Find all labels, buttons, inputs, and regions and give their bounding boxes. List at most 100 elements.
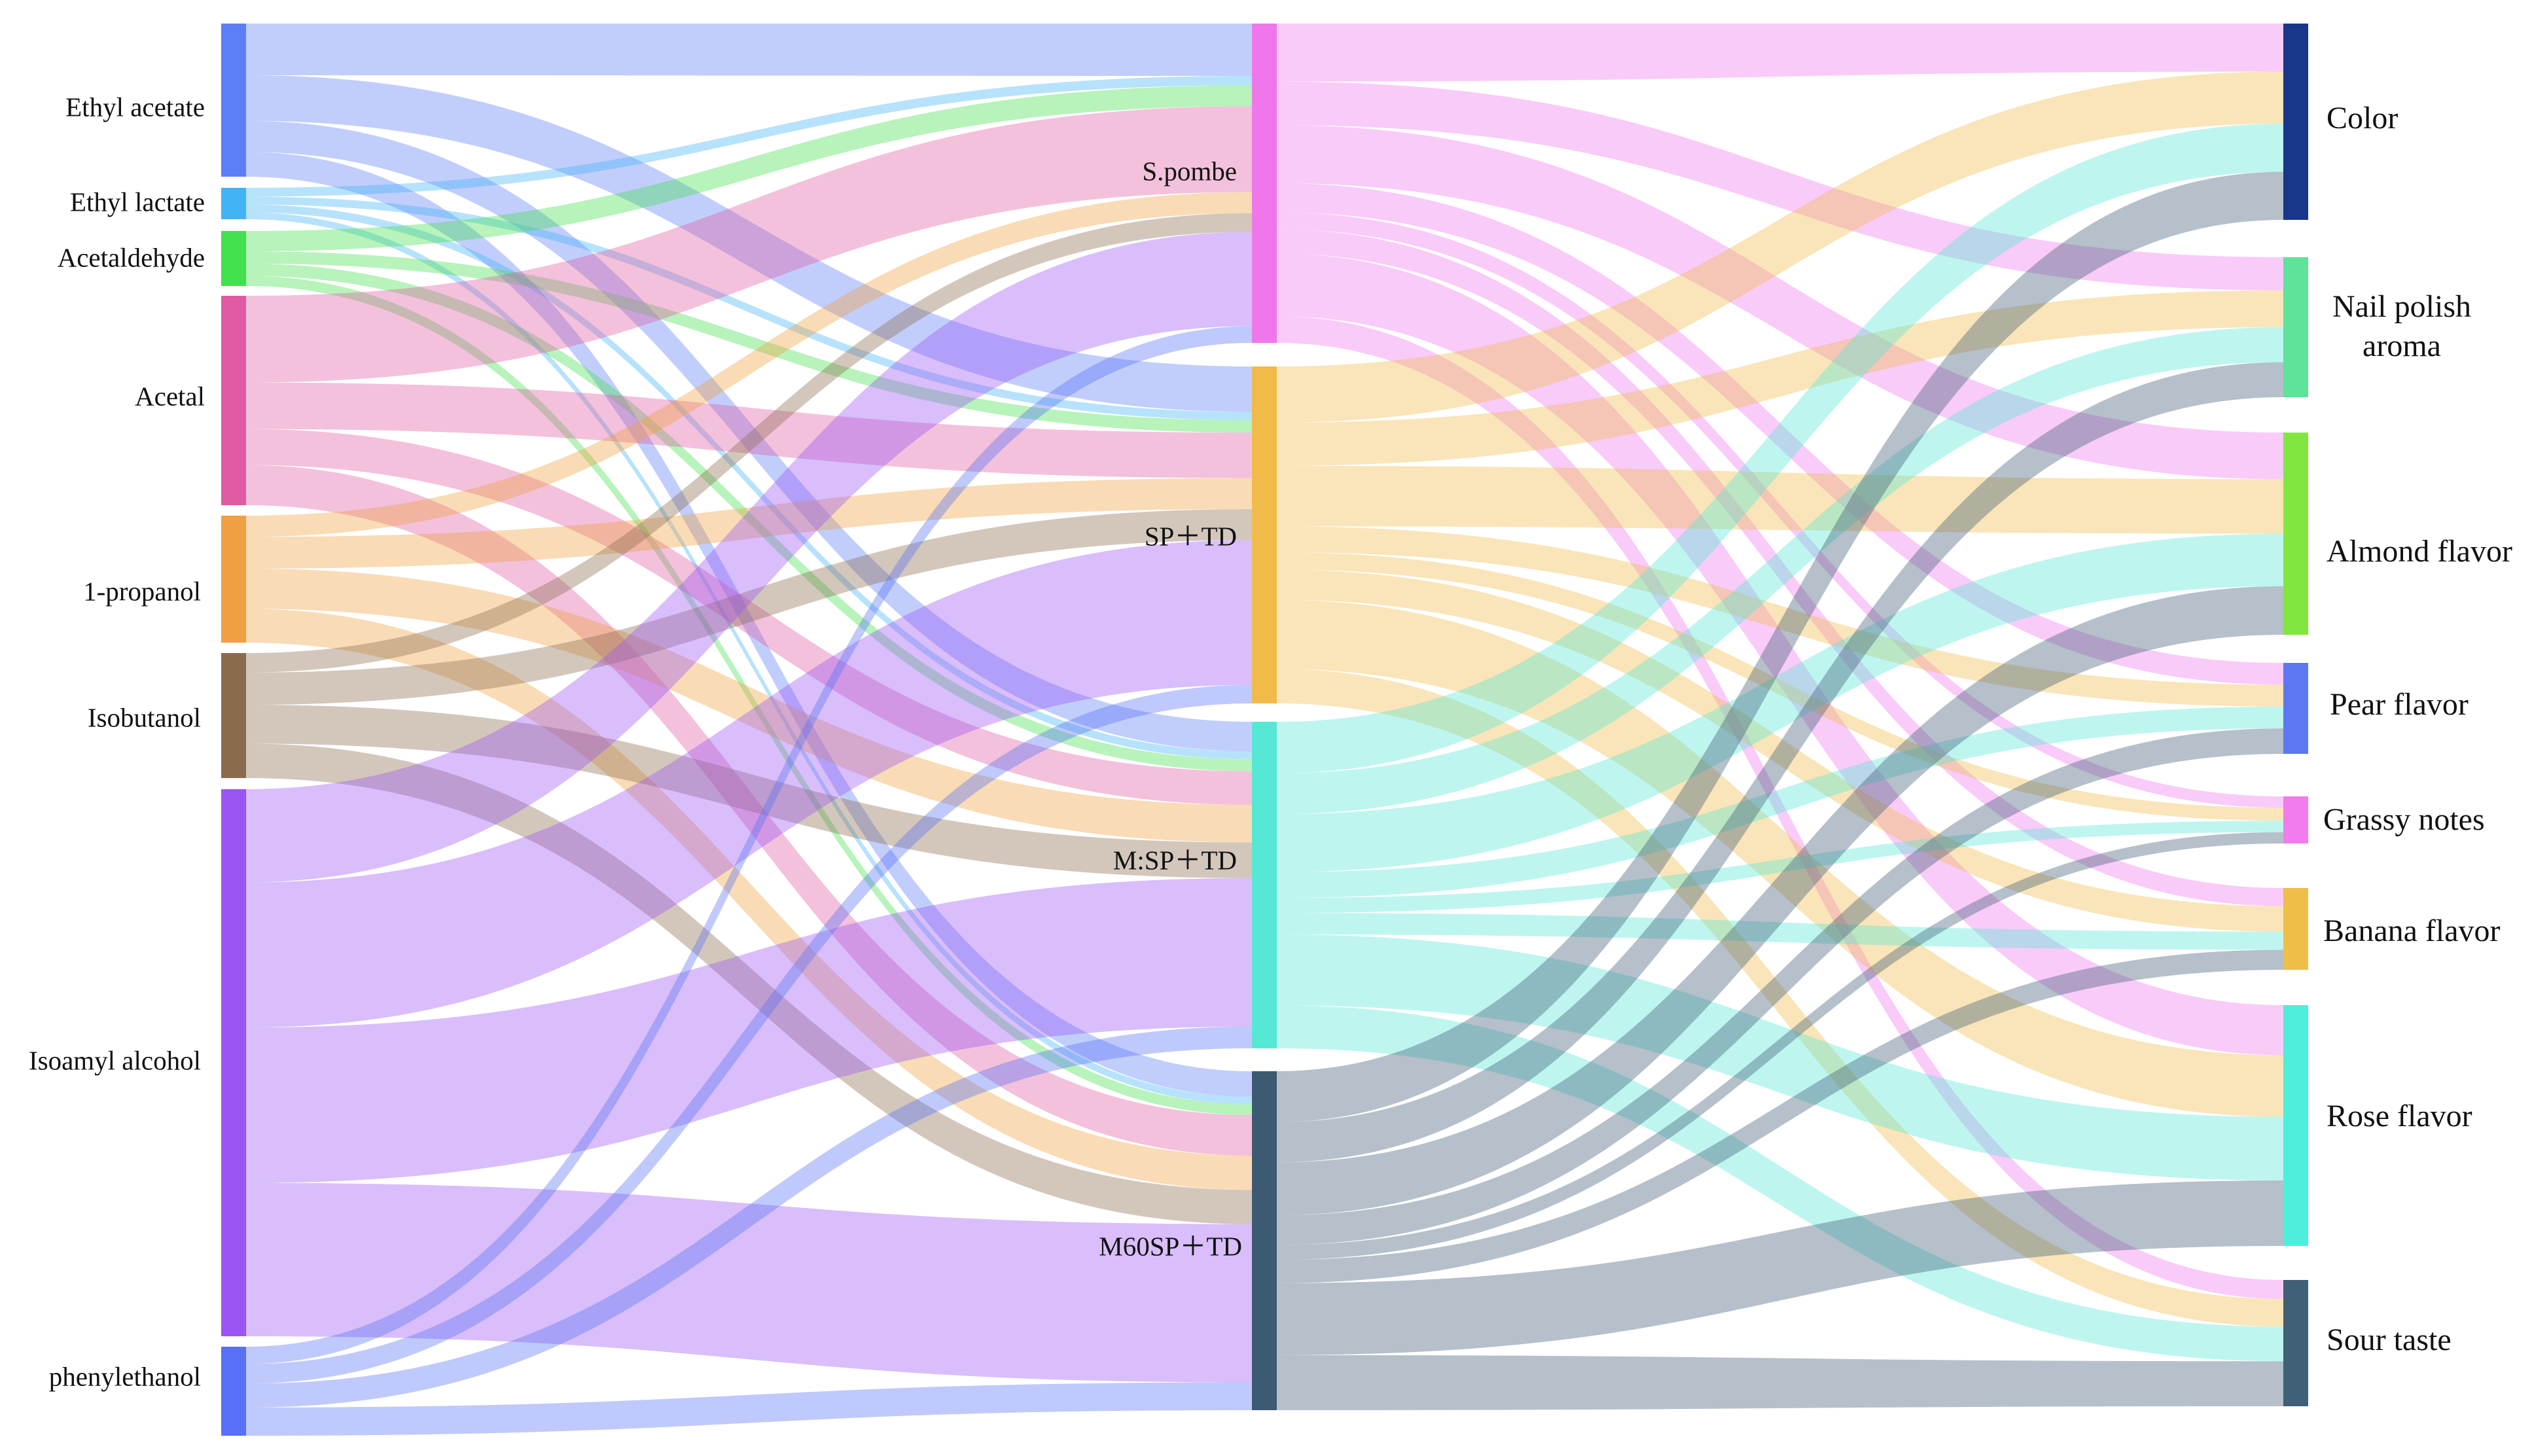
link-spombe-to-nail (1277, 81, 2283, 291)
label-phenylethanol: phenylethanol (48, 1361, 201, 1392)
link-acetal-to-sptd (246, 382, 1252, 478)
link-sptd-to-sour (1277, 669, 2283, 1327)
link-isoamyl-to-spombe (246, 232, 1252, 883)
label-grassy-notes: Grassy notes (2323, 802, 2485, 837)
link-isobutanol-to-msptd (246, 705, 1252, 878)
link-m60sptd-to-grassy (1277, 832, 2283, 1260)
node-phenylethanol (221, 1347, 246, 1436)
label-m60sp-td: M60SP＋TD (1099, 1231, 1242, 1262)
link-m60sptd-to-color (1277, 171, 2283, 1122)
label-banana-flavor: Banana flavor (2323, 914, 2501, 948)
node-msptd (1252, 722, 1277, 1048)
link-spombe-to-rose (1277, 253, 2283, 1056)
link-m60sptd-to-almond (1277, 586, 2283, 1216)
node-acetaldehyde (221, 231, 246, 286)
label-m-sp-td: M:SP＋TD (1113, 845, 1237, 876)
node-m60sptd (1252, 1071, 1277, 1410)
label-ethyl-lactate: Ethyl lactate (69, 186, 205, 217)
node-rose (2283, 1005, 2308, 1246)
link-acetal-to-msptd (246, 429, 1252, 806)
link-ethyl-acetate-to-msptd (246, 120, 1252, 752)
label-acetal: Acetal (135, 381, 205, 412)
label-sour-taste: Sour taste (2327, 1323, 2452, 1357)
link-spombe-to-almond (1277, 125, 2283, 480)
link-acetaldehyde-to-spombe (246, 85, 1252, 252)
link-phenylethanol-to-spombe (246, 326, 1252, 1364)
link-propanol-to-msptd (246, 568, 1252, 843)
node-acetal (221, 296, 246, 505)
link-msptd-to-banana (1277, 913, 2283, 950)
link-isoamyl-to-msptd (246, 878, 1252, 1183)
link-propanol-to-spombe (246, 192, 1252, 537)
label-color: Color (2327, 101, 2398, 135)
link-sptd-to-banana (1277, 569, 2283, 932)
link-propanol-to-sptd (246, 478, 1252, 569)
sankey-links (246, 24, 2283, 1436)
link-propanol-to-m60sptd (246, 609, 1252, 1190)
link-spombe-to-sour (1277, 316, 2283, 1300)
link-ethyl-lactate-to-sptd (246, 196, 1252, 421)
link-msptd-to-rose (1277, 934, 2283, 1181)
node-propanol (221, 516, 246, 643)
label-acetaldehyde: Acetaldehyde (57, 242, 205, 273)
link-ethyl-acetate-to-spombe (246, 24, 1252, 76)
link-acetal-to-m60sptd (246, 465, 1252, 1156)
label-pear-flavor: Pear flavor (2330, 687, 2469, 722)
link-phenylethanol-to-msptd (246, 1026, 1252, 1408)
label-1-propanol: 1-propanol (83, 576, 201, 607)
link-m60sptd-to-nail (1277, 362, 2283, 1163)
node-ethyl-lactate (221, 188, 246, 219)
link-msptd-to-pear (1277, 706, 2283, 898)
link-acetaldehyde-to-sptd (246, 251, 1252, 433)
link-acetaldehyde-to-m60sptd (246, 275, 1252, 1115)
node-pear (2283, 663, 2308, 754)
label-s-pombe: S.pombe (1142, 156, 1237, 186)
node-sour (2283, 1280, 2308, 1406)
link-acetaldehyde-to-msptd (246, 263, 1252, 772)
node-color (2283, 24, 2308, 220)
node-ethyl-acetate (221, 24, 246, 177)
link-phenylethanol-to-sptd (246, 684, 1252, 1384)
link-m60sptd-to-banana (1277, 950, 2283, 1283)
link-msptd-to-nail (1277, 327, 2283, 815)
link-m60sptd-to-sour (1277, 1355, 2283, 1410)
link-msptd-to-color (1277, 124, 2283, 773)
link-isobutanol-to-spombe (246, 213, 1252, 673)
link-phenylethanol-to-m60sptd (246, 1382, 1252, 1436)
link-sptd-to-pear (1277, 526, 2283, 707)
node-spombe (1252, 24, 1277, 343)
link-spombe-to-pear (1277, 183, 2283, 685)
node-sptd (1252, 366, 1277, 703)
link-ethyl-acetate-to-m60sptd (246, 152, 1252, 1097)
link-sptd-to-color (1277, 71, 2283, 423)
link-sptd-to-rose (1277, 599, 2283, 1117)
node-banana (2283, 888, 2308, 970)
link-ethyl-acetate-to-sptd (246, 75, 1252, 412)
label-isoamyl-alcohol: Isoamyl alcohol (28, 1045, 201, 1076)
node-grassy (2283, 796, 2308, 843)
link-isobutanol-to-m60sptd (246, 743, 1252, 1224)
label-sp-td: SP＋TD (1144, 521, 1237, 552)
link-ethyl-lactate-to-spombe (246, 76, 1252, 197)
link-isobutanol-to-sptd (246, 509, 1252, 705)
label-almond-flavor: Almond flavor (2327, 534, 2512, 569)
link-sptd-to-almond (1277, 465, 2283, 534)
label-nail-polish-aroma: Nail polish aroma (2332, 289, 2471, 363)
link-sptd-to-nail (1277, 290, 2283, 466)
link-spombe-to-grassy (1277, 212, 2283, 808)
link-m60sptd-to-rose (1277, 1180, 2283, 1355)
node-nail (2283, 257, 2308, 397)
link-isoamyl-to-m60sptd (246, 1182, 1252, 1383)
sankey-nodes (221, 24, 2308, 1436)
link-m60sptd-to-pear (1277, 728, 2283, 1245)
link-spombe-to-color (1277, 24, 2283, 82)
link-isoamyl-to-sptd (246, 540, 1252, 1028)
link-sptd-to-grassy (1277, 552, 2283, 821)
link-msptd-to-sour (1277, 1005, 2283, 1362)
label-ethyl-acetate: Ethyl acetate (65, 92, 205, 122)
label-rose-flavor: Rose flavor (2327, 1099, 2472, 1133)
node-isobutanol (221, 653, 246, 778)
link-acetal-to-spombe (246, 106, 1252, 383)
node-isoamyl (221, 789, 246, 1336)
